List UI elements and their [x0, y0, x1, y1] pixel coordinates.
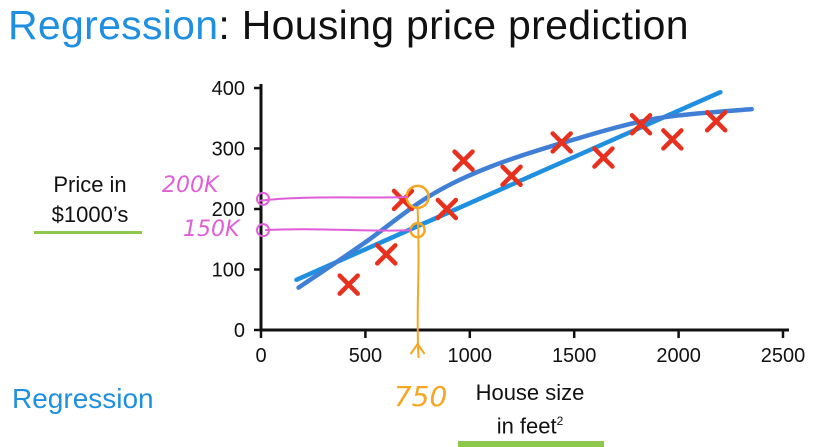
- x-axis-label-line2-wrap: in feet2: [460, 407, 600, 440]
- price-high-label: 200K: [162, 173, 220, 198]
- y-tick-label: 0: [234, 320, 245, 342]
- data-point: [375, 243, 398, 266]
- title-keyword: Regression: [8, 2, 219, 48]
- input-value-label: 750: [394, 380, 447, 413]
- x-tick-label: 0: [255, 345, 266, 367]
- bottom-underline: [458, 441, 604, 447]
- y-axis-label-line2: $1000’s: [51, 202, 129, 227]
- y-label-underline: [34, 231, 142, 234]
- regression-label: Regression: [12, 383, 154, 414]
- x-tick-label: 1500: [552, 345, 597, 367]
- data-point: [435, 197, 459, 221]
- x-axis-label-line1: House size: [475, 380, 585, 405]
- y-tick-label: 100: [212, 260, 245, 282]
- low-price-marker: [256, 223, 270, 238]
- x-tick-label: 2500: [761, 345, 806, 367]
- y-tick-label: 300: [212, 139, 245, 161]
- price-low-label: 150K: [183, 217, 241, 242]
- y-tick-label: 200: [212, 199, 245, 221]
- x-axis-label-superscript: 2: [556, 414, 564, 428]
- data-point: [337, 273, 360, 296]
- page-title: Regression: Housing price prediction: [8, 2, 689, 49]
- data-point: [629, 113, 653, 136]
- x-axis-label-line2: in feet: [496, 413, 557, 439]
- data-point: [592, 146, 615, 169]
- x-axis-label: House size in feet2: [460, 379, 600, 440]
- high-price-marker: [256, 191, 270, 206]
- data-point: [661, 128, 684, 151]
- low-price-guide: [264, 228, 412, 232]
- y-tick-label: 400: [212, 78, 245, 100]
- data-point: [452, 149, 475, 172]
- x-tick-label: 500: [349, 345, 382, 367]
- y-axis-label: Price in $1000’s: [30, 170, 150, 230]
- x-tick-label: 1000: [448, 345, 493, 367]
- input-guide-line: [416, 208, 420, 359]
- input-arrow-icon: [409, 342, 426, 355]
- y-axis-label-line1: Price in: [53, 172, 127, 197]
- data-point: [391, 188, 415, 212]
- x-tick-label: 2000: [656, 345, 701, 367]
- fit-line-straight: [294, 89, 723, 283]
- data-point: [704, 110, 728, 133]
- data-point: [500, 164, 523, 187]
- high-price-guide: [258, 195, 408, 202]
- fit-curve: [296, 106, 754, 290]
- title-rest: : Housing price prediction: [218, 2, 689, 48]
- data-point: [550, 131, 573, 154]
